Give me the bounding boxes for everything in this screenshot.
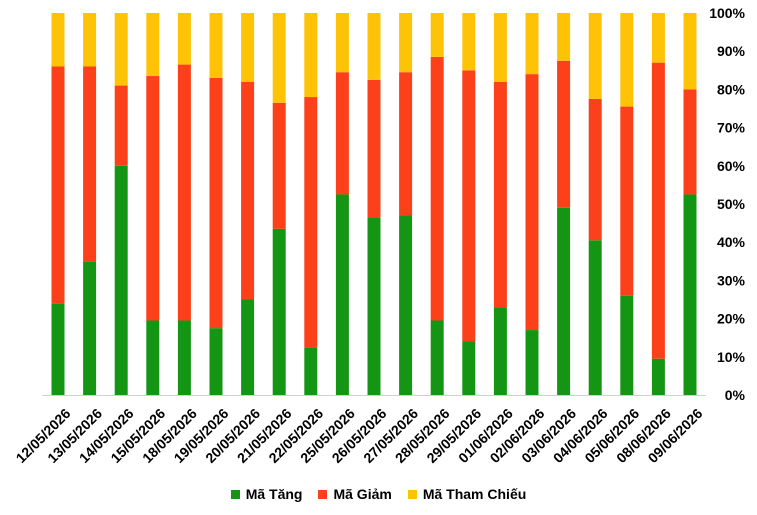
y-tick-label: 10% bbox=[717, 349, 746, 365]
bar-ma-tang-8 bbox=[304, 347, 318, 395]
bar-ma-tang-13 bbox=[462, 341, 476, 395]
bar-ma-tang-0 bbox=[51, 303, 65, 395]
bar-ma-tang-4 bbox=[177, 320, 191, 395]
legend-item-ma-giam: Mã Giảm bbox=[318, 486, 392, 502]
legend-item-ma-tham-chieu: Mã Tham Chiếu bbox=[407, 486, 527, 502]
bar-ma-giam-6 bbox=[241, 81, 255, 300]
bar-ma-giam-11 bbox=[399, 72, 413, 216]
y-tick-label: 100% bbox=[709, 5, 745, 21]
bar-ma-tham-chieu-20 bbox=[683, 13, 697, 90]
y-tick-label: 50% bbox=[717, 196, 746, 212]
bar-ma-giam-17 bbox=[588, 98, 602, 241]
bar-ma-tang-17 bbox=[588, 240, 602, 395]
y-tick-label: 30% bbox=[717, 272, 746, 288]
bar-ma-tham-chieu-3 bbox=[146, 13, 160, 77]
bars-layer bbox=[51, 13, 697, 395]
bar-ma-giam-2 bbox=[114, 85, 128, 166]
y-tick-label: 80% bbox=[717, 81, 746, 97]
legend-swatch-ma-giam bbox=[318, 489, 328, 499]
x-axis: 12/05/202613/05/202614/05/202615/05/2026… bbox=[13, 395, 706, 466]
bar-ma-tang-1 bbox=[83, 261, 97, 395]
bar-ma-giam-8 bbox=[304, 97, 318, 348]
legend-swatch-ma-tang bbox=[230, 489, 240, 499]
bar-ma-tham-chieu-1 bbox=[83, 13, 97, 67]
bar-ma-tham-chieu-17 bbox=[588, 13, 602, 99]
bar-ma-giam-4 bbox=[177, 64, 191, 321]
legend-item-ma-tang: Mã Tăng bbox=[230, 486, 303, 502]
bar-ma-tham-chieu-2 bbox=[114, 13, 128, 86]
bar-ma-tang-18 bbox=[620, 295, 634, 395]
bar-ma-tham-chieu-0 bbox=[51, 13, 65, 67]
bar-ma-giam-0 bbox=[51, 66, 65, 304]
y-tick-label: 90% bbox=[717, 43, 746, 59]
bar-ma-tham-chieu-11 bbox=[399, 13, 413, 73]
bar-ma-giam-7 bbox=[272, 102, 286, 229]
bar-ma-tham-chieu-4 bbox=[177, 13, 191, 65]
bar-ma-tang-6 bbox=[241, 299, 255, 395]
bar-ma-tang-3 bbox=[146, 320, 160, 395]
bar-ma-giam-10 bbox=[367, 79, 381, 218]
legend-label-ma-tang: Mã Tăng bbox=[245, 486, 303, 502]
bar-ma-tang-15 bbox=[525, 330, 539, 395]
bar-ma-giam-1 bbox=[83, 66, 97, 262]
bar-ma-tham-chieu-7 bbox=[272, 13, 286, 103]
bar-ma-tham-chieu-14 bbox=[493, 13, 507, 82]
bar-ma-tang-11 bbox=[399, 215, 413, 395]
bar-ma-giam-5 bbox=[209, 77, 223, 329]
bar-ma-tham-chieu-19 bbox=[651, 13, 665, 63]
bar-ma-giam-20 bbox=[683, 89, 697, 195]
bar-ma-tham-chieu-6 bbox=[241, 13, 255, 82]
bar-ma-giam-9 bbox=[335, 72, 349, 195]
legend-label-ma-tham-chieu: Mã Tham Chiếu bbox=[422, 486, 527, 502]
bar-ma-tham-chieu-16 bbox=[557, 13, 571, 61]
bar-ma-tang-2 bbox=[114, 165, 128, 395]
bar-ma-tham-chieu-5 bbox=[209, 13, 223, 78]
bar-ma-tham-chieu-12 bbox=[430, 13, 444, 57]
bar-ma-tang-16 bbox=[557, 207, 571, 395]
bar-ma-tang-9 bbox=[335, 194, 349, 395]
bar-ma-giam-16 bbox=[557, 60, 571, 208]
bar-ma-tham-chieu-9 bbox=[335, 13, 349, 73]
bar-ma-giam-18 bbox=[620, 106, 634, 296]
bar-ma-giam-12 bbox=[430, 56, 444, 321]
bar-ma-tham-chieu-15 bbox=[525, 13, 539, 75]
bar-ma-tang-10 bbox=[367, 217, 381, 395]
bar-ma-tham-chieu-18 bbox=[620, 13, 634, 107]
y-tick-label: 0% bbox=[725, 387, 746, 403]
bar-ma-tham-chieu-10 bbox=[367, 13, 381, 80]
bar-ma-tang-12 bbox=[430, 320, 444, 395]
legend-label-ma-giam: Mã Giảm bbox=[333, 486, 392, 502]
bar-ma-giam-15 bbox=[525, 74, 539, 331]
bar-ma-tang-7 bbox=[272, 228, 286, 395]
y-tick-label: 20% bbox=[717, 311, 746, 327]
y-tick-label: 40% bbox=[717, 234, 746, 250]
legend-swatch-ma-tham-chieu bbox=[407, 489, 417, 499]
y-tick-label: 60% bbox=[717, 158, 746, 174]
bar-ma-tang-19 bbox=[651, 358, 665, 395]
bar-ma-giam-3 bbox=[146, 76, 160, 321]
legend: Mã Tăng Mã Giảm Mã Tham Chiếu bbox=[0, 486, 757, 502]
bar-ma-tang-14 bbox=[493, 307, 507, 395]
bar-ma-tang-20 bbox=[683, 194, 697, 395]
y-tick-label: 70% bbox=[717, 120, 746, 136]
bar-ma-tham-chieu-13 bbox=[462, 13, 476, 71]
bar-ma-tham-chieu-8 bbox=[304, 13, 318, 98]
bar-ma-giam-19 bbox=[651, 62, 665, 359]
y-axis: 0% 10% 20% 30% 40% 50% 60% 70% 80% 90% 100% bbox=[709, 5, 745, 403]
bar-ma-giam-14 bbox=[493, 81, 507, 308]
bar-ma-giam-13 bbox=[462, 70, 476, 342]
bar-ma-tang-5 bbox=[209, 328, 223, 395]
